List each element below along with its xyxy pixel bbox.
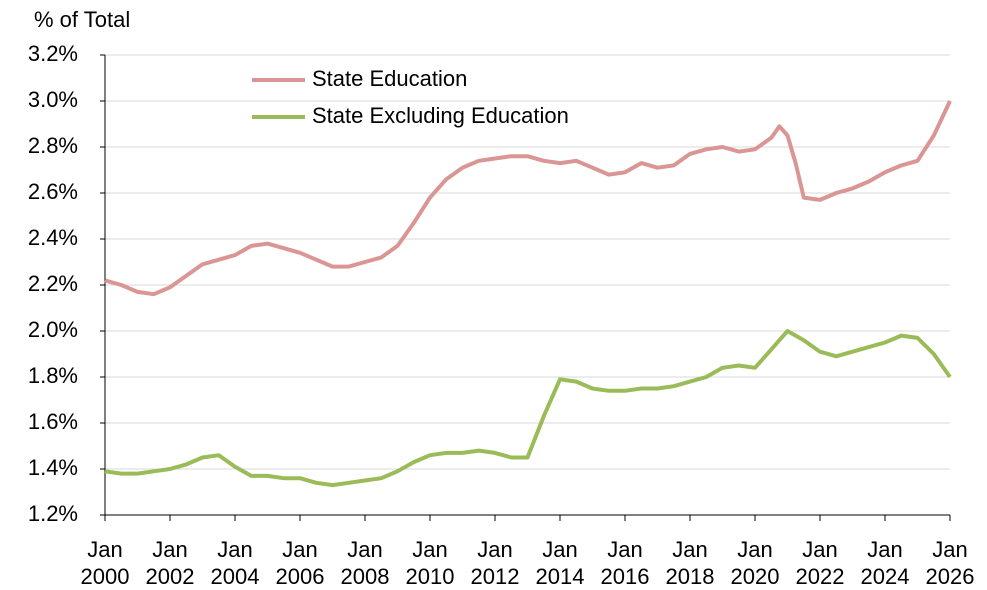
x-tick-label: Jan 2020 [731,537,780,589]
x-tick-label: Jan 2018 [666,537,715,589]
y-tick-label: 2.4% [28,225,78,250]
y-axis-title: % of Total [34,7,130,32]
x-tick-label: Jan 2014 [536,537,585,589]
y-tick-label: 2.8% [28,133,78,158]
series-line [104,329,952,488]
y-tick-label: 1.4% [28,455,78,480]
y-tick-label: 1.2% [28,501,78,526]
x-tick-label: Jan 2000 [81,537,130,589]
x-tick-label: Jan 2002 [146,537,195,589]
y-tick-label: 3.0% [28,87,78,112]
legend-label: State Excluding Education [312,103,569,128]
y-tick-label: 3.2% [28,41,78,66]
y-tick-label: 2.0% [28,317,78,342]
x-tick-label: Jan 2006 [276,537,325,589]
x-tick-label: Jan 2024 [861,537,910,589]
x-tick-label: Jan 2008 [341,537,390,589]
x-tick-label: Jan 2026 [926,537,975,589]
y-tick-label: 1.8% [28,363,78,388]
x-tick-label: Jan 2022 [796,537,845,589]
x-tick-label: Jan 2010 [406,537,455,589]
legend-label: State Education [312,66,467,91]
y-tick-label: 1.6% [28,409,78,434]
x-tick-label: Jan 2004 [211,537,260,589]
y-tick-label: 2.6% [28,179,78,204]
x-tick-label: Jan 2016 [601,537,650,589]
series-line [104,100,952,297]
x-tick-label: Jan 2012 [471,537,520,589]
y-tick-label: 2.2% [28,271,78,296]
